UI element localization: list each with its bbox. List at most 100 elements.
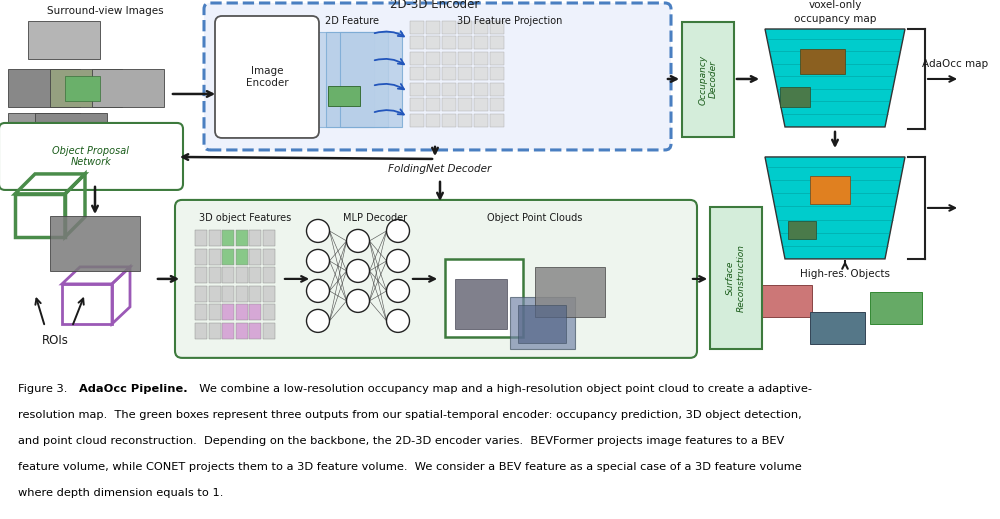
- Bar: [788, 221, 816, 239]
- Bar: [328, 86, 360, 106]
- Text: Occupancy
Decoder: Occupancy Decoder: [698, 54, 718, 105]
- Bar: [780, 87, 810, 107]
- Bar: [442, 52, 456, 65]
- Bar: [474, 114, 488, 127]
- Bar: [249, 286, 261, 302]
- Bar: [195, 267, 207, 283]
- Bar: [474, 36, 488, 49]
- Polygon shape: [765, 29, 905, 127]
- Bar: [426, 52, 440, 65]
- Bar: [222, 267, 234, 283]
- Bar: [458, 36, 472, 49]
- Bar: [410, 67, 424, 80]
- Bar: [455, 279, 507, 329]
- Bar: [208, 323, 220, 339]
- Bar: [326, 32, 388, 127]
- Bar: [410, 36, 424, 49]
- Circle shape: [306, 250, 330, 272]
- Bar: [50, 216, 140, 271]
- Bar: [474, 67, 488, 80]
- Bar: [410, 21, 424, 34]
- Bar: [236, 230, 248, 247]
- Bar: [810, 176, 850, 204]
- Bar: [710, 207, 762, 349]
- Bar: [236, 286, 248, 302]
- Bar: [236, 267, 248, 283]
- Bar: [458, 52, 472, 65]
- Bar: [426, 114, 440, 127]
- Text: Surround-view Images: Surround-view Images: [47, 6, 163, 16]
- Circle shape: [306, 279, 330, 303]
- Text: AdaOcc map: AdaOcc map: [922, 59, 988, 69]
- Circle shape: [347, 260, 370, 282]
- Circle shape: [386, 279, 410, 303]
- Bar: [262, 323, 274, 339]
- Bar: [442, 114, 456, 127]
- Bar: [236, 323, 248, 339]
- Text: Object Point Clouds: Object Point Clouds: [487, 213, 583, 223]
- Text: Object Proposal
Network: Object Proposal Network: [52, 146, 130, 167]
- Bar: [195, 230, 207, 247]
- Bar: [474, 21, 488, 34]
- Circle shape: [386, 250, 410, 272]
- Text: occupancy map: occupancy map: [794, 14, 876, 24]
- Bar: [208, 305, 220, 320]
- Bar: [222, 286, 234, 302]
- Bar: [249, 249, 261, 265]
- Text: FoldingNet Decoder: FoldingNet Decoder: [388, 164, 492, 174]
- Text: High-res. Objects: High-res. Objects: [800, 269, 890, 279]
- Text: 3D Feature Projection: 3D Feature Projection: [457, 16, 563, 26]
- Bar: [340, 32, 402, 127]
- Bar: [458, 67, 472, 80]
- Text: feature volume, while CONET projects them to a 3D feature volume.  We consider a: feature volume, while CONET projects the…: [18, 462, 802, 472]
- Bar: [208, 249, 220, 265]
- Bar: [208, 286, 220, 302]
- Bar: [249, 323, 261, 339]
- Bar: [870, 292, 922, 324]
- Bar: [195, 305, 207, 320]
- Bar: [410, 114, 424, 127]
- Bar: [28, 21, 100, 59]
- Bar: [490, 83, 504, 96]
- Bar: [474, 83, 488, 96]
- FancyBboxPatch shape: [215, 16, 319, 138]
- Bar: [208, 230, 220, 247]
- Bar: [474, 99, 488, 112]
- Text: Surface
Reconstruction: Surface Reconstruction: [726, 244, 746, 312]
- Bar: [490, 36, 504, 49]
- Bar: [445, 259, 523, 337]
- Text: 2D-3D Encoder: 2D-3D Encoder: [390, 0, 480, 11]
- Bar: [490, 67, 504, 80]
- Bar: [442, 36, 456, 49]
- Bar: [426, 67, 440, 80]
- Bar: [800, 49, 845, 74]
- Bar: [92, 69, 164, 107]
- Bar: [195, 286, 207, 302]
- Bar: [490, 21, 504, 34]
- Bar: [249, 230, 261, 247]
- Bar: [195, 249, 207, 265]
- Bar: [262, 305, 274, 320]
- Bar: [426, 99, 440, 112]
- Bar: [442, 99, 456, 112]
- Bar: [410, 52, 424, 65]
- Bar: [458, 99, 472, 112]
- Bar: [35, 113, 107, 151]
- Bar: [458, 83, 472, 96]
- Bar: [810, 312, 865, 344]
- Bar: [490, 52, 504, 65]
- FancyBboxPatch shape: [175, 200, 697, 358]
- Bar: [222, 249, 234, 265]
- Bar: [410, 83, 424, 96]
- Bar: [426, 21, 440, 34]
- Text: MLP Decoder: MLP Decoder: [343, 213, 407, 223]
- Text: where depth dimension equals to 1.: where depth dimension equals to 1.: [18, 488, 223, 498]
- FancyBboxPatch shape: [204, 3, 671, 150]
- Text: ROIs: ROIs: [42, 334, 68, 347]
- Bar: [222, 230, 234, 247]
- Bar: [195, 323, 207, 339]
- Bar: [8, 69, 80, 107]
- FancyBboxPatch shape: [0, 123, 183, 190]
- Bar: [510, 297, 575, 349]
- Bar: [236, 249, 248, 265]
